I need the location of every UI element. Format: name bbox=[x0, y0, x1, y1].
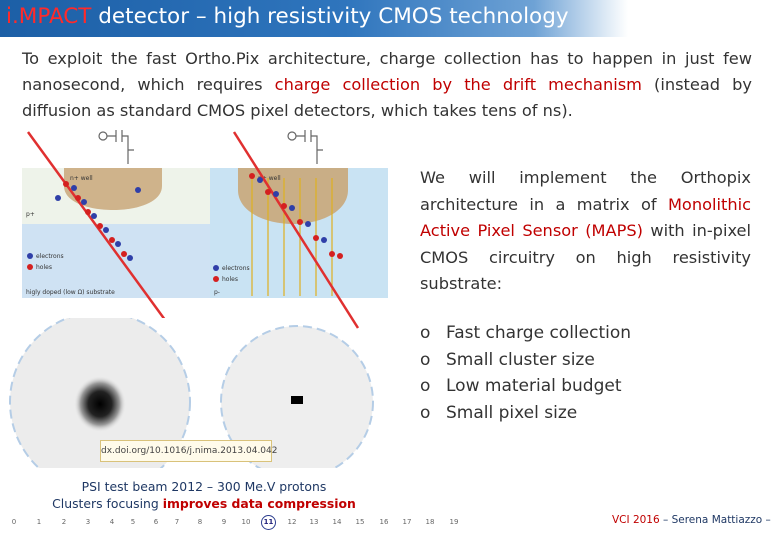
bullet-icon: o bbox=[420, 323, 431, 343]
list-item-label: Low material budget bbox=[446, 376, 622, 396]
drift-diagram: n+ well electrons holes p- -V bbox=[210, 130, 388, 335]
right-text-2: with in-pixel CMOS circuitry on high res… bbox=[420, 221, 751, 293]
title-accent: i.MPACT bbox=[6, 4, 92, 29]
footer-accent: VCI 2016 bbox=[612, 514, 660, 526]
well-label: n+ well bbox=[70, 175, 93, 182]
cluster-images bbox=[9, 318, 374, 468]
slide-marker[interactable]: 2 bbox=[61, 518, 67, 526]
diffusion-diagram: n+ well p+ electrons holes higly doped (… bbox=[22, 130, 212, 318]
list-item: o Small cluster size bbox=[420, 347, 631, 374]
legend-hole-dot bbox=[213, 276, 219, 282]
list-item-label: Fast charge collection bbox=[446, 323, 632, 343]
beam-caption-prefix: Clusters focusing bbox=[52, 496, 163, 511]
doi-label: dx.doi.org/10.1016/j.nima.2013.04.042 bbox=[100, 440, 278, 462]
slide-marker[interactable]: 13 bbox=[309, 518, 319, 526]
right-text-1: We will implement the Orthopix architect… bbox=[420, 168, 751, 214]
charge-carriers bbox=[55, 181, 141, 261]
intro-text-2: (instead by diffusion as standard CMOS p… bbox=[22, 75, 752, 120]
right-highlight: Monolithic Active Pixel Sensor (MAPS) bbox=[420, 194, 751, 241]
slide-marker[interactable]: 19 bbox=[449, 518, 459, 526]
legend-holes: holes bbox=[222, 276, 238, 283]
well-label: n+ well bbox=[258, 175, 281, 182]
legend-electrons: electrons bbox=[222, 265, 250, 272]
slide-marker[interactable]: 0 bbox=[11, 518, 17, 526]
list-item-label: Small pixel size bbox=[446, 402, 578, 423]
slide-marker[interactable]: 11 bbox=[261, 515, 276, 530]
footer: VCI 2016 – Serena Mattiazzo – bbox=[612, 514, 771, 526]
title-text: detector – high resistivity CMOS technol… bbox=[91, 4, 569, 29]
right-paragraph: We will implement the Orthopix architect… bbox=[420, 165, 751, 298]
contact-symbol bbox=[287, 130, 323, 164]
slide-marker[interactable]: 18 bbox=[425, 518, 435, 526]
title-bar: i.MPACT detector – high resistivity CMOS… bbox=[0, 0, 628, 37]
slide-marker[interactable]: 4 bbox=[109, 518, 115, 526]
slide-marker[interactable]: 5 bbox=[130, 518, 136, 526]
footer-text: – Serena Mattiazzo – bbox=[659, 514, 771, 526]
p-label: p+ bbox=[26, 211, 35, 218]
slide-marker[interactable]: 16 bbox=[379, 518, 389, 526]
p-label: p- bbox=[214, 289, 220, 296]
slide-marker[interactable]: 17 bbox=[402, 518, 412, 526]
intro-paragraph: To exploit the fast Ortho.Pix architectu… bbox=[22, 46, 752, 124]
beam-caption-line1: PSI test beam 2012 – 300 Me.V protons bbox=[81, 479, 327, 494]
slide-marker[interactable]: 15 bbox=[355, 518, 365, 526]
intro-highlight: charge collection by the drift mechanism bbox=[274, 75, 642, 94]
legend-electrons: electrons bbox=[36, 253, 64, 260]
bullet-icon: o bbox=[420, 402, 431, 423]
slide-marker[interactable]: 10 bbox=[241, 518, 251, 526]
beam-caption-line2: Clusters focusing improves data compress… bbox=[0, 495, 408, 512]
list-item: o Low material budget bbox=[420, 373, 631, 400]
slide-marker[interactable]: 1 bbox=[36, 518, 42, 526]
n-well bbox=[64, 168, 162, 210]
bullet-icon: o bbox=[420, 349, 431, 370]
legend-holes: holes bbox=[36, 264, 52, 271]
list-item-label: Small cluster size bbox=[446, 349, 595, 370]
substrate-region bbox=[22, 224, 212, 298]
slide-title: i.MPACT detector – high resistivity CMOS… bbox=[6, 4, 569, 29]
legend-hole-dot bbox=[27, 264, 33, 270]
list-item: o Small pixel size bbox=[420, 400, 631, 427]
list-item: o Fast charge collection bbox=[420, 320, 631, 347]
slide-marker[interactable]: 3 bbox=[85, 518, 91, 526]
cluster-wide bbox=[9, 318, 191, 468]
track-line bbox=[232, 131, 360, 329]
slide-marker[interactable]: 6 bbox=[153, 518, 159, 526]
feature-list: o Fast charge collection o Small cluster s… bbox=[420, 320, 631, 426]
bullet-icon: o bbox=[420, 376, 431, 396]
beam-caption-highlight: improves data compression bbox=[162, 496, 356, 511]
slide-marker[interactable]: 9 bbox=[221, 518, 227, 526]
intro-text-1: To exploit the fast Ortho.Pix architectu… bbox=[22, 49, 752, 94]
cluster-focused bbox=[220, 325, 374, 468]
contact-symbol bbox=[98, 130, 134, 164]
slide-marker[interactable]: 14 bbox=[332, 518, 342, 526]
legend-electron-dot bbox=[27, 253, 33, 259]
beam-caption: PSI test beam 2012 – 300 Me.V protons Cl… bbox=[0, 478, 408, 512]
charge-carriers bbox=[249, 173, 343, 259]
slide-marker[interactable]: 12 bbox=[287, 518, 297, 526]
legend-electron-dot bbox=[213, 265, 219, 271]
slide-marker[interactable]: 7 bbox=[174, 518, 180, 526]
substrate-label: higly doped (low Ω) substrate bbox=[26, 289, 115, 296]
slide-marker[interactable]: 8 bbox=[197, 518, 203, 526]
